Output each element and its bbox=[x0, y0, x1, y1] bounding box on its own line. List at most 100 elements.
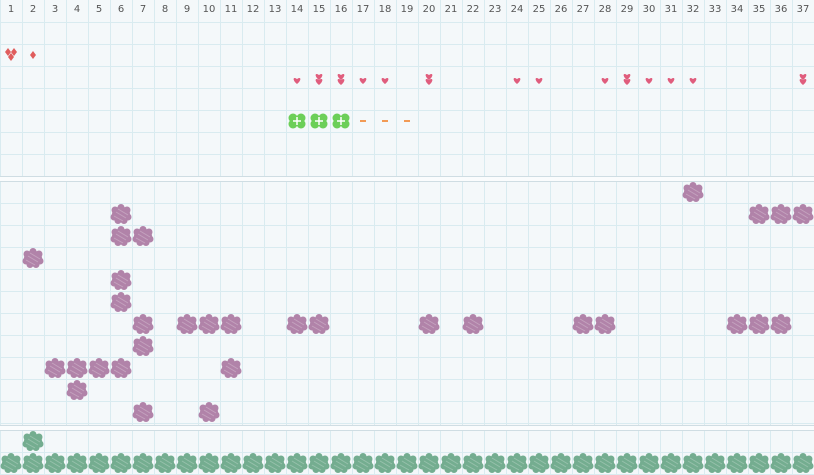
green-block-icon bbox=[616, 453, 638, 473]
purple-block-icon bbox=[132, 336, 154, 356]
purple-block-icon bbox=[418, 314, 440, 334]
green-block-icon bbox=[682, 453, 704, 473]
green-block-icon bbox=[242, 453, 264, 473]
purple-block-icon bbox=[572, 314, 594, 334]
column-number: 29 bbox=[620, 4, 634, 15]
clover-icon bbox=[332, 113, 350, 129]
column-number: 9 bbox=[183, 4, 191, 15]
green-block-icon bbox=[550, 453, 572, 473]
green-block-icon bbox=[396, 453, 418, 473]
green-block-icon bbox=[484, 453, 506, 473]
column-number: 33 bbox=[708, 4, 722, 15]
green-block-icon bbox=[792, 453, 814, 473]
column-number: 15 bbox=[312, 4, 326, 15]
green-block-icon bbox=[418, 453, 440, 473]
green-block-icon bbox=[462, 453, 484, 473]
purple-block-icon bbox=[66, 358, 88, 378]
green-block-icon bbox=[176, 453, 198, 473]
heart-icon bbox=[601, 77, 609, 84]
column-number: 14 bbox=[290, 4, 304, 15]
purple-block-icon bbox=[792, 204, 814, 224]
green-block-icon bbox=[110, 453, 132, 473]
column-number: 19 bbox=[400, 4, 414, 15]
green-block-icon bbox=[660, 453, 682, 473]
purple-block-icon bbox=[286, 314, 308, 334]
purple-block-icon bbox=[220, 314, 242, 334]
green-block-icon bbox=[726, 453, 748, 473]
green-block-icon bbox=[308, 453, 330, 473]
dash-icon bbox=[404, 120, 410, 122]
green-block-icon bbox=[440, 453, 462, 473]
green-block-icon bbox=[0, 453, 22, 473]
column-number: 5 bbox=[95, 4, 103, 15]
purple-block-icon bbox=[88, 358, 110, 378]
purple-block-icon bbox=[220, 358, 242, 378]
green-block-icon bbox=[22, 453, 44, 473]
heart-icon bbox=[359, 77, 367, 84]
column-number: 26 bbox=[554, 4, 568, 15]
column-number: 34 bbox=[730, 4, 744, 15]
green-block-icon bbox=[66, 453, 88, 473]
purple-block-icon bbox=[110, 226, 132, 246]
column-number: 3 bbox=[51, 4, 59, 15]
green-block-icon bbox=[528, 453, 550, 473]
column-number: 23 bbox=[488, 4, 502, 15]
green-block-icon bbox=[198, 453, 220, 473]
purple-block-icon bbox=[682, 182, 704, 202]
column-number: 11 bbox=[224, 4, 238, 15]
dash-icon bbox=[382, 120, 388, 122]
column-number: 16 bbox=[334, 4, 348, 15]
purple-block-icon bbox=[770, 314, 792, 334]
green-block-icon bbox=[572, 453, 594, 473]
section-divider bbox=[0, 176, 814, 182]
purple-block-icon bbox=[198, 314, 220, 334]
column-number: 17 bbox=[356, 4, 370, 15]
column-number: 4 bbox=[73, 4, 81, 15]
clover-icon bbox=[310, 113, 328, 129]
purple-block-icon bbox=[308, 314, 330, 334]
heart-icon bbox=[689, 77, 697, 84]
green-block-icon bbox=[132, 453, 154, 473]
purple-block-icon bbox=[110, 204, 132, 224]
column-number: 37 bbox=[796, 4, 810, 15]
column-number: 27 bbox=[576, 4, 590, 15]
heart-icon bbox=[535, 77, 543, 84]
column-number: 12 bbox=[246, 4, 260, 15]
green-block-icon bbox=[506, 453, 528, 473]
purple-block-icon bbox=[748, 204, 770, 224]
green-block-icon bbox=[748, 453, 770, 473]
column-number: 28 bbox=[598, 4, 612, 15]
column-number: 2 bbox=[29, 4, 37, 15]
column-number: 18 bbox=[378, 4, 392, 15]
heart-icon bbox=[315, 73, 323, 85]
purple-block-icon bbox=[132, 402, 154, 422]
column-number: 1 bbox=[7, 4, 15, 15]
diamond-icon bbox=[30, 51, 36, 59]
column-number: 20 bbox=[422, 4, 436, 15]
green-block-icon bbox=[220, 453, 242, 473]
column-number: 35 bbox=[752, 4, 766, 15]
purple-block-icon bbox=[748, 314, 770, 334]
heart-icon bbox=[381, 77, 389, 84]
green-block-icon bbox=[704, 453, 726, 473]
column-number: 22 bbox=[466, 4, 480, 15]
purple-block-icon bbox=[726, 314, 748, 334]
purple-block-icon bbox=[66, 380, 88, 400]
green-block-icon bbox=[594, 453, 616, 473]
column-number: 24 bbox=[510, 4, 524, 15]
column-number: 7 bbox=[139, 4, 147, 15]
column-number: 32 bbox=[686, 4, 700, 15]
clover-icon bbox=[288, 113, 306, 129]
heart-icon bbox=[799, 73, 807, 85]
purple-block-icon bbox=[110, 358, 132, 378]
heart-icon bbox=[337, 73, 345, 85]
column-number: 31 bbox=[664, 4, 678, 15]
heart-icon bbox=[645, 77, 653, 84]
purple-block-icon bbox=[44, 358, 66, 378]
heart-icon bbox=[667, 77, 675, 84]
heart-icon bbox=[293, 77, 301, 84]
green-block-icon bbox=[88, 453, 110, 473]
column-number: 10 bbox=[202, 4, 216, 15]
